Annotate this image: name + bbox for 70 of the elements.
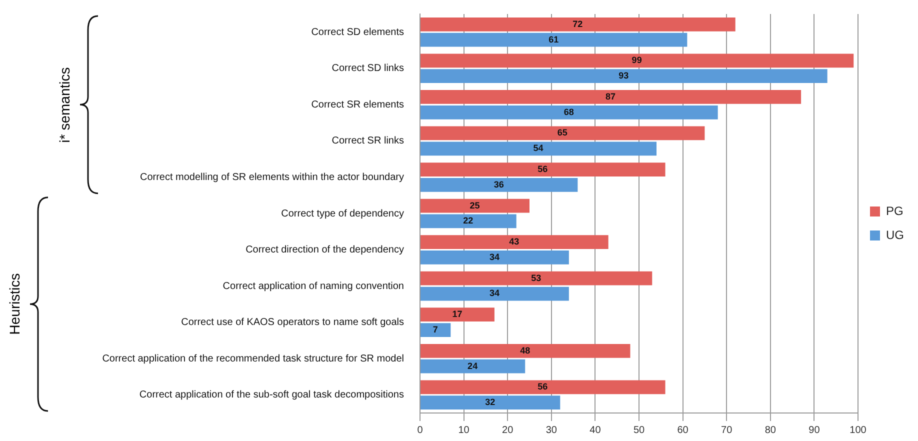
data-label: 43 [509, 236, 520, 247]
data-label: 7 [432, 324, 438, 335]
x-tick-label: 40 [590, 424, 602, 436]
data-label: 53 [531, 272, 542, 283]
bar [420, 250, 569, 264]
bar [420, 323, 451, 337]
x-tick-label: 20 [502, 424, 514, 436]
data-label: 25 [470, 200, 480, 210]
bar [420, 32, 688, 47]
bar [420, 105, 718, 120]
x-tick-label: 10 [458, 424, 470, 436]
bar [420, 162, 666, 176]
x-tick-label: 100 [850, 424, 867, 436]
data-label: 22 [463, 216, 474, 226]
y-tick-label: Correct direction of the dependency [246, 244, 404, 256]
data-label: 56 [538, 164, 548, 174]
y-tick-label: Correct SR links [332, 136, 404, 147]
bar [420, 198, 530, 213]
legend-label: PG [886, 204, 904, 218]
y-tick-label: Correct type of dependency [281, 208, 404, 220]
x-tick-label: 70 [721, 424, 733, 436]
y-tick-label: Correct application of the sub-soft goal task decompositions [139, 390, 404, 401]
x-tick-label: 90 [808, 424, 820, 436]
bar [420, 54, 854, 68]
bar [420, 380, 666, 394]
y-tick-label: Correct modelling of SR elements within the actor boundary [140, 172, 404, 183]
data-label: 24 [468, 360, 478, 371]
x-tick-label: 50 [633, 424, 645, 436]
data-label: 54 [533, 143, 544, 154]
bar [420, 359, 526, 374]
bar [420, 17, 736, 32]
bar [420, 69, 828, 84]
bar [420, 142, 657, 156]
data-label: 61 [548, 34, 559, 44]
y-tick-label: Correct application of the recommended task structure for SR model [102, 353, 404, 364]
y-tick-label: Correct application of naming convention [222, 280, 404, 292]
bar [420, 235, 608, 249]
bar [420, 126, 705, 140]
bar [420, 344, 630, 358]
data-label: 99 [632, 55, 642, 66]
data-label: 17 [452, 309, 462, 320]
y-tick-label: Correct SR elements [311, 99, 404, 110]
data-label: 93 [618, 70, 629, 81]
data-label: 72 [572, 18, 583, 29]
x-tick-label: 80 [764, 424, 776, 436]
x-tick-label: 30 [546, 424, 558, 436]
data-label: 32 [485, 397, 496, 408]
data-label: 34 [489, 252, 500, 262]
bar [420, 214, 516, 228]
text: Heuristics [6, 273, 22, 335]
data-label: 36 [494, 179, 504, 190]
data-label: 34 [489, 288, 500, 298]
data-label: 87 [606, 91, 616, 102]
data-label: 56 [538, 382, 548, 392]
bar [420, 90, 802, 104]
x-tick-label: 60 [677, 424, 689, 436]
bar [420, 271, 652, 286]
bar [420, 286, 569, 301]
bar [420, 178, 578, 192]
y-tick-label: Correct SD links [332, 63, 404, 74]
data-label: 48 [520, 345, 530, 356]
x-tick-label: 0 [417, 424, 424, 436]
data-label: 65 [557, 128, 568, 138]
bar [420, 396, 560, 410]
text: i* semantics [56, 66, 72, 142]
y-tick-label: Correct SD elements [311, 26, 404, 38]
data-label: 68 [564, 106, 574, 117]
legend-label: UG [886, 228, 904, 242]
bar [420, 308, 494, 322]
y-tick-label: Correct use of KAOS operators to name soft goals [181, 317, 404, 328]
